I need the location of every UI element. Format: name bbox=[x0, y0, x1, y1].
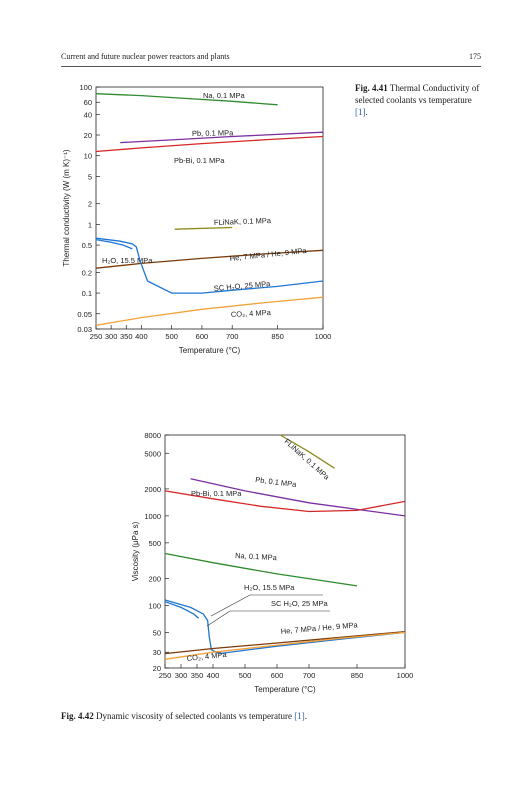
plot-frame bbox=[95, 86, 324, 330]
series-label: FLiNaK, 0.1 MPa bbox=[283, 437, 332, 482]
running-head-title: Current and future nuclear power reactor… bbox=[61, 52, 230, 61]
x-tick-label: 350 bbox=[120, 332, 133, 341]
y-tick-label: 2 bbox=[88, 200, 92, 209]
series-line bbox=[95, 296, 324, 326]
y-tick-label: 0.5 bbox=[82, 241, 92, 250]
x-tick-label: 850 bbox=[351, 671, 364, 680]
series-line bbox=[174, 226, 233, 230]
x-tick-label: 300 bbox=[175, 671, 188, 680]
series-line bbox=[95, 135, 324, 153]
y-tick-label: 30 bbox=[153, 648, 161, 657]
caption-text: Dynamic viscosity of selected coolants v… bbox=[96, 711, 292, 721]
y-tick-label: 100 bbox=[79, 83, 92, 92]
series-label: SC H₂O, 25 MPa bbox=[271, 599, 329, 608]
y-tick-label: 2000 bbox=[144, 485, 161, 494]
x-tick-label: 1000 bbox=[397, 671, 414, 680]
x-tick-label: 1000 bbox=[315, 332, 332, 341]
series-label: FLiNaK, 0.1 MPa bbox=[214, 216, 272, 227]
reference-link[interactable]: [1] bbox=[294, 711, 305, 721]
x-tick-label: 850 bbox=[271, 332, 284, 341]
series-line bbox=[164, 631, 406, 660]
y-tick-label: 1 bbox=[88, 220, 92, 229]
series-line bbox=[164, 601, 200, 619]
series-label: Na, 0.1 MPa bbox=[235, 551, 278, 562]
y-tick-label: 5000 bbox=[144, 449, 161, 458]
y-tick-label: 0.05 bbox=[77, 310, 92, 319]
x-tick-label: 250 bbox=[159, 671, 172, 680]
y-tick-label: 0.2 bbox=[82, 268, 92, 277]
series-line bbox=[120, 131, 324, 144]
series-label: H₂O, 15.5 MPa bbox=[244, 583, 295, 592]
x-tick-label: 500 bbox=[165, 332, 178, 341]
leader-line bbox=[206, 610, 231, 627]
series-label: H₂O, 15.5 MPa bbox=[102, 256, 153, 265]
series-line bbox=[164, 630, 406, 655]
x-axis-label: Temperature (°C) bbox=[254, 685, 316, 694]
series-label: CO₂, 4 MPa bbox=[186, 650, 228, 663]
x-tick-label: 300 bbox=[105, 332, 118, 341]
x-tick-label: 350 bbox=[191, 671, 204, 680]
caption-end: . bbox=[365, 107, 368, 117]
x-tick-label: 700 bbox=[303, 671, 316, 680]
x-tick-label: 400 bbox=[207, 671, 220, 680]
y-tick-label: 100 bbox=[148, 601, 161, 610]
figure-4-42-caption: Fig. 4.42 Dynamic viscosity of selected … bbox=[61, 711, 491, 721]
series-label: Pb-Bi, 0.1 MPa bbox=[174, 156, 225, 165]
y-tick-label: 0.03 bbox=[77, 325, 92, 334]
series-label: He, 7 MPa / He, 9 MPa bbox=[280, 620, 358, 636]
y-tick-label: 40 bbox=[84, 110, 92, 119]
series-line bbox=[164, 490, 406, 513]
y-tick-label: 0.1 bbox=[82, 289, 92, 298]
series-label: SC H₂O, 25 MPa bbox=[213, 279, 271, 293]
x-tick-label: 600 bbox=[271, 671, 284, 680]
y-tick-label: 500 bbox=[148, 539, 161, 548]
y-tick-label: 20 bbox=[153, 664, 161, 673]
y-tick-label: 8000 bbox=[144, 431, 161, 440]
y-axis-label: Viscosity (μPa s) bbox=[131, 521, 140, 581]
figure-label: Fig. 4.42 bbox=[61, 711, 94, 721]
caption-end: . bbox=[304, 711, 307, 721]
x-axis-label: Temperature (°C) bbox=[179, 346, 241, 355]
series-line bbox=[164, 552, 358, 587]
y-tick-label: 5 bbox=[88, 172, 92, 181]
series-line bbox=[95, 237, 324, 294]
series-label: Na, 0.1 MPa bbox=[203, 91, 246, 100]
series-line bbox=[164, 599, 406, 655]
figure-label: Fig. 4.41 bbox=[355, 83, 388, 93]
y-tick-label: 50 bbox=[153, 628, 161, 637]
y-tick-label: 10 bbox=[84, 152, 92, 161]
leader-line bbox=[210, 594, 251, 617]
series-line bbox=[190, 478, 406, 517]
x-tick-label: 600 bbox=[196, 332, 209, 341]
series-line bbox=[95, 249, 324, 269]
x-tick-label: 400 bbox=[135, 332, 148, 341]
series-label: Pb-Bi, 0.1 MPa bbox=[191, 489, 242, 498]
x-tick-label: 700 bbox=[226, 332, 239, 341]
y-axis-label: Thermal conductivity (W (m K)⁻¹) bbox=[62, 149, 71, 266]
reference-link[interactable]: [1] bbox=[355, 107, 366, 117]
plot-frame bbox=[164, 434, 406, 669]
series-line bbox=[95, 93, 278, 106]
series-label: Pb, 0.1 MPa bbox=[192, 128, 234, 138]
y-tick-label: 200 bbox=[148, 574, 161, 583]
caption-text: Thermal Conductivity of selected coolant… bbox=[355, 83, 480, 105]
y-tick-label: 60 bbox=[84, 98, 92, 107]
series-line bbox=[279, 434, 335, 469]
y-tick-label: 1000 bbox=[144, 512, 161, 521]
series-label: Pb, 0.1 MPa bbox=[255, 475, 298, 489]
x-tick-label: 250 bbox=[90, 332, 103, 341]
figure-4-41-caption: Fig. 4.41 Thermal Conductivity of select… bbox=[355, 82, 485, 118]
series-label: He, 7 MPa / He, 9 MPa bbox=[229, 246, 307, 263]
x-tick-label: 500 bbox=[239, 671, 252, 680]
series-label: CO₂, 4 MPa bbox=[231, 308, 272, 319]
series-line bbox=[95, 238, 133, 250]
page-number: 175 bbox=[469, 52, 481, 61]
y-tick-label: 20 bbox=[84, 131, 92, 140]
header-rule bbox=[61, 66, 481, 67]
